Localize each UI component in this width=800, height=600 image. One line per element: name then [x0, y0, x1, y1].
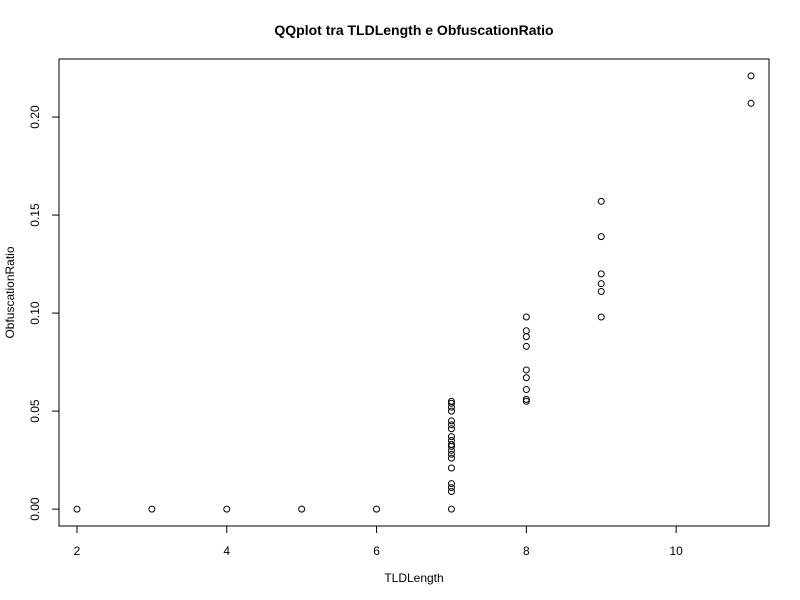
data-point [597, 313, 605, 321]
data-point [447, 484, 455, 492]
data-point [447, 487, 455, 495]
x-tick-label: 6 [373, 544, 380, 558]
data-point [447, 505, 455, 513]
data-point [447, 425, 455, 433]
data-point [747, 99, 755, 107]
chart-title: QQplot tra TLDLength e ObfuscationRatio [274, 22, 553, 38]
data-point [447, 433, 455, 441]
data-point [597, 197, 605, 205]
x-tick-label: 2 [74, 544, 81, 558]
x-tick-label: 4 [223, 544, 230, 558]
data-point [522, 327, 530, 335]
data-point [522, 374, 530, 382]
data-point [522, 333, 530, 341]
data-point [447, 464, 455, 472]
data-point [747, 72, 755, 80]
data-points [73, 72, 755, 513]
y-tick-label: 0.00 [28, 497, 42, 521]
data-point [522, 313, 530, 321]
y-axis-label: ObfuscationRatio [3, 246, 17, 338]
data-point [447, 417, 455, 425]
data-point [447, 421, 455, 429]
data-point [597, 233, 605, 241]
y-tick-label: 0.20 [28, 105, 42, 129]
data-point [298, 505, 306, 513]
y-axis: 0.00 0.05 0.10 0.15 0.20 [28, 105, 60, 521]
x-tick-label: 10 [669, 544, 683, 558]
data-point [447, 440, 455, 448]
data-point [522, 366, 530, 374]
data-point [447, 450, 455, 458]
y-tick-label: 0.05 [28, 399, 42, 423]
data-point [447, 407, 455, 415]
y-tick-label: 0.10 [28, 301, 42, 325]
data-point [447, 454, 455, 462]
x-tick-label: 8 [523, 544, 530, 558]
plot-area-border [58, 58, 770, 527]
data-point [522, 395, 530, 403]
x-axis: 2 4 6 8 10 [74, 525, 683, 558]
x-axis-label: TLDLength [384, 571, 443, 585]
data-point [148, 505, 156, 513]
data-point [447, 397, 455, 405]
data-point [447, 480, 455, 488]
data-point [597, 270, 605, 278]
data-point [597, 288, 605, 296]
data-point [522, 342, 530, 350]
data-point [447, 399, 455, 407]
data-point [373, 505, 381, 513]
data-point [597, 280, 605, 288]
data-point [522, 386, 530, 394]
data-point [522, 397, 530, 405]
data-point [447, 437, 455, 445]
y-tick-label: 0.15 [28, 203, 42, 227]
data-point [223, 505, 231, 513]
data-point [73, 505, 81, 513]
